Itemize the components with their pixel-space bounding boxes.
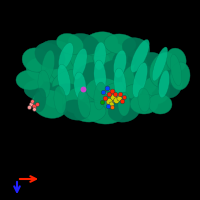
Point [100,100,104,104]
Ellipse shape [62,86,106,114]
Point [120,99,124,103]
Ellipse shape [148,94,172,114]
Ellipse shape [142,76,170,104]
Point [110,105,114,109]
Ellipse shape [74,72,86,100]
Ellipse shape [114,50,126,78]
Ellipse shape [170,54,182,86]
Point [111,95,115,99]
Ellipse shape [38,70,50,98]
Ellipse shape [120,84,152,108]
Ellipse shape [68,33,100,55]
Ellipse shape [54,86,66,114]
Ellipse shape [22,48,50,72]
Ellipse shape [94,82,106,110]
Point [110,89,114,93]
Ellipse shape [170,62,190,90]
Ellipse shape [74,102,106,122]
Ellipse shape [86,78,122,102]
Ellipse shape [131,39,149,73]
Ellipse shape [122,64,158,96]
Ellipse shape [166,48,186,72]
Point [29,102,33,106]
Ellipse shape [16,70,44,90]
Ellipse shape [108,98,140,122]
Point [105,86,109,90]
Point [106,104,110,108]
Ellipse shape [158,70,182,98]
Ellipse shape [112,49,148,79]
Ellipse shape [82,32,118,56]
Ellipse shape [36,66,76,94]
Ellipse shape [159,70,169,98]
Point [32,107,35,111]
Ellipse shape [84,100,124,124]
Point [107,99,111,103]
Ellipse shape [59,43,73,69]
Ellipse shape [152,47,168,81]
Ellipse shape [57,64,71,96]
Ellipse shape [122,38,150,58]
Ellipse shape [56,33,84,55]
Ellipse shape [70,46,110,74]
Ellipse shape [35,43,65,69]
Point [122,95,126,99]
Ellipse shape [92,42,128,70]
Point [118,92,122,96]
Ellipse shape [138,88,150,112]
Point [109,102,113,106]
Point [27,105,31,109]
Ellipse shape [94,60,106,92]
Ellipse shape [130,94,158,114]
Ellipse shape [52,69,100,99]
Ellipse shape [39,40,81,72]
Point [107,92,111,96]
Point [81,87,85,91]
Ellipse shape [134,52,166,88]
Ellipse shape [62,100,90,120]
Ellipse shape [41,50,55,82]
Point [113,92,117,96]
Ellipse shape [133,63,147,97]
Ellipse shape [114,68,126,100]
Ellipse shape [24,80,56,100]
Point [32,105,36,108]
Point [103,96,107,100]
Ellipse shape [104,34,136,54]
Ellipse shape [44,84,84,108]
Point [35,103,38,106]
Ellipse shape [32,90,68,118]
Point [30,100,33,103]
Ellipse shape [73,48,87,80]
Ellipse shape [78,90,90,118]
Ellipse shape [100,82,140,110]
Point [101,90,105,94]
Ellipse shape [49,53,91,87]
Ellipse shape [74,62,118,98]
Ellipse shape [26,58,62,82]
Ellipse shape [34,88,46,112]
Point [114,98,118,102]
Ellipse shape [118,92,130,116]
Ellipse shape [96,60,136,92]
Ellipse shape [94,42,106,70]
Point [117,96,121,100]
Ellipse shape [149,52,179,88]
